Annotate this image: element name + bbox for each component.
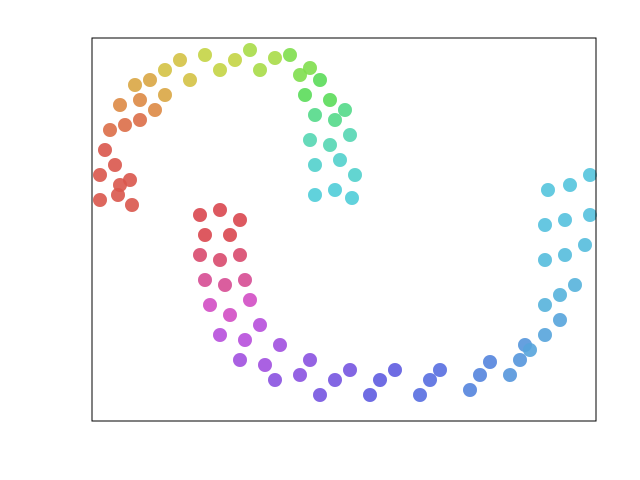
point [148, 103, 162, 117]
point [423, 373, 437, 387]
point [463, 383, 477, 397]
point [228, 53, 242, 67]
point [323, 93, 337, 107]
point [328, 373, 342, 387]
point [503, 368, 517, 382]
point [273, 338, 287, 352]
point [268, 51, 282, 65]
point [345, 191, 359, 205]
point [541, 183, 555, 197]
point [583, 208, 597, 222]
point [113, 98, 127, 112]
point [158, 88, 172, 102]
point [93, 193, 107, 207]
point [213, 328, 227, 342]
point [283, 48, 297, 62]
point [293, 68, 307, 82]
point [128, 78, 142, 92]
point [198, 48, 212, 62]
point [483, 355, 497, 369]
point [233, 213, 247, 227]
point [388, 363, 402, 377]
point [363, 388, 377, 402]
point [473, 368, 487, 382]
point [253, 63, 267, 77]
point [193, 208, 207, 222]
point [258, 358, 272, 372]
point [303, 61, 317, 75]
point [558, 213, 572, 227]
point [198, 228, 212, 242]
point [133, 113, 147, 127]
point [323, 138, 337, 152]
point [233, 248, 247, 262]
point [303, 133, 317, 147]
point [338, 103, 352, 117]
point [538, 298, 552, 312]
point [538, 253, 552, 267]
point [125, 198, 139, 212]
point [118, 118, 132, 132]
point [213, 63, 227, 77]
point [293, 368, 307, 382]
point [93, 168, 107, 182]
point [103, 123, 117, 137]
point [523, 343, 537, 357]
point [333, 153, 347, 167]
point [563, 178, 577, 192]
point [308, 188, 322, 202]
point [303, 353, 317, 367]
point [538, 218, 552, 232]
point [183, 73, 197, 87]
point [198, 273, 212, 287]
point [173, 53, 187, 67]
point [343, 363, 357, 377]
point [113, 178, 127, 192]
point [223, 308, 237, 322]
point [193, 248, 207, 262]
point [558, 248, 572, 262]
point [213, 253, 227, 267]
point [133, 93, 147, 107]
point [253, 318, 267, 332]
point [348, 168, 362, 182]
point [413, 388, 427, 402]
point [298, 88, 312, 102]
point [243, 293, 257, 307]
point [308, 108, 322, 122]
point [218, 278, 232, 292]
point [268, 373, 282, 387]
point [238, 333, 252, 347]
point [343, 128, 357, 142]
point [578, 238, 592, 252]
point [583, 168, 597, 182]
point [233, 353, 247, 367]
point [308, 158, 322, 172]
point [553, 313, 567, 327]
point [238, 273, 252, 287]
point [223, 228, 237, 242]
plot-frame [91, 37, 597, 422]
point [98, 143, 112, 157]
point [568, 278, 582, 292]
point [513, 353, 527, 367]
point [373, 373, 387, 387]
point [538, 328, 552, 342]
point [313, 388, 327, 402]
point [313, 73, 327, 87]
point [243, 43, 257, 57]
point [213, 203, 227, 217]
point [328, 183, 342, 197]
point [328, 113, 342, 127]
point [143, 73, 157, 87]
point [108, 158, 122, 172]
point [203, 298, 217, 312]
point [158, 63, 172, 77]
point [553, 288, 567, 302]
point [433, 363, 447, 377]
